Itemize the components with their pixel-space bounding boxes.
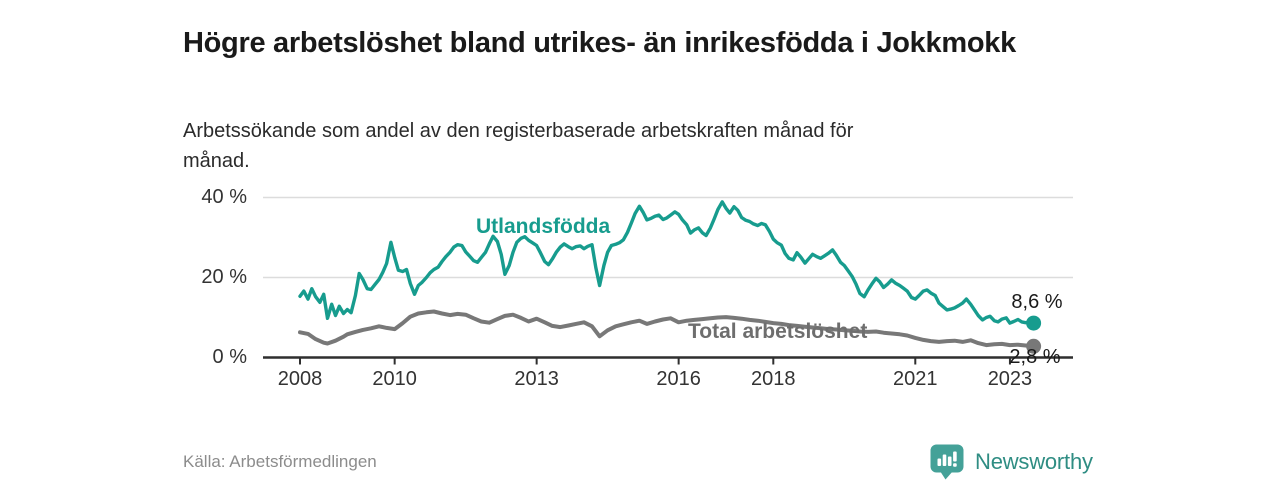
page-title: Högre arbetslöshet bland utrikes- än inr… [183,27,1016,60]
y-tick-label: 40 % [201,185,247,208]
x-tick-label: 2010 [372,368,417,390]
x-tick-label: 2018 [751,368,796,390]
x-tick-label: 2013 [514,368,559,390]
series-end-dot-0 [1026,315,1042,331]
series-line-1 [298,309,1036,349]
series-end-dot-1 [1026,338,1042,354]
x-tick-label: 2008 [277,368,323,390]
x-tick-label: 2016 [656,368,701,390]
newsworthy-wordmark: Newsworthy [975,448,1093,474]
end-value-label-utlandsfodda: 8,6 % [1011,291,1063,313]
x-tick-label: 2021 [893,368,938,390]
bar-chart-speech-bubble-icon [930,444,964,480]
page-subtitle: Arbetssökande som andel av den registerb… [183,120,854,172]
series-label-utlandsfodda: Utlandsfödda [476,215,611,238]
end-value-label-total: 2,8 % [1009,346,1061,368]
y-tick-label: 20 % [201,265,247,288]
source-caption: Källa: Arbetsförmedlingen [183,452,377,471]
newsworthy-logo[interactable]: Newsworthy [929,443,1093,480]
series-label-total-arbetsloshet: Total arbetslöshet [688,320,868,343]
x-tick-label: 2023 [987,368,1033,390]
series-line-0 [298,200,1036,325]
y-tick-label: 0 % [212,345,247,368]
